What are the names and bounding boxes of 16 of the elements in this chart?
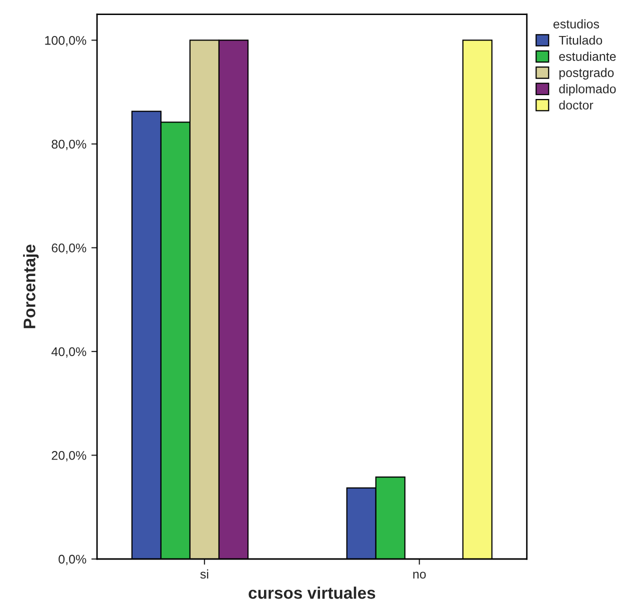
legend-label: Titulado (558, 35, 602, 45)
x-tick-label: si (200, 569, 208, 579)
y-tick-label: 100,0% (45, 36, 86, 46)
y-tick-label: 80,0% (52, 140, 86, 150)
legend-label: estudiante (559, 52, 616, 61)
y-axis-title: Porcentaje (23, 244, 39, 328)
y-tick-label: 20,0% (52, 451, 86, 462)
y-tick-label: 60,0% (52, 244, 86, 254)
y-tick-label: 0,0% (58, 554, 86, 566)
legend-label: postgrado (559, 68, 614, 80)
legend-title: estudios (553, 19, 600, 28)
y-tick-label: 40,0% (51, 347, 86, 358)
legend-label: diplomado (559, 84, 616, 96)
x-axis-title: cursos virtuales (248, 586, 376, 599)
legend-label: doctor (559, 100, 594, 110)
x-tick-label: no (413, 572, 426, 579)
